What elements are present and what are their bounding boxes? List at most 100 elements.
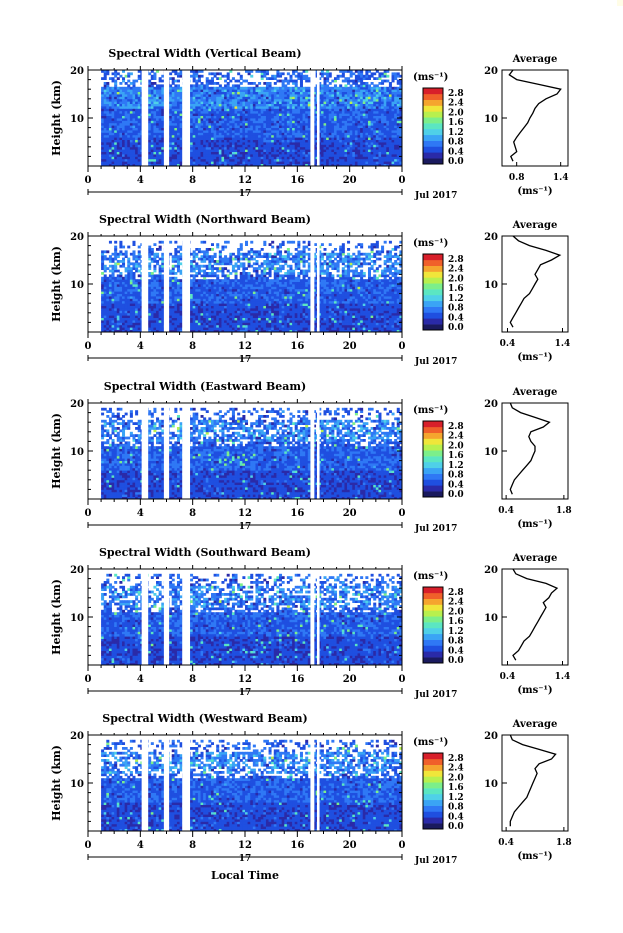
- heatmap-cell: [342, 113, 345, 116]
- heatmap-cell: [339, 106, 342, 109]
- heatmap-cell: [355, 94, 358, 97]
- heatmap-cell: [101, 113, 104, 116]
- heatmap-cell: [106, 161, 109, 164]
- heatmap-cell: [153, 140, 156, 143]
- heatmap-cell: [269, 104, 272, 107]
- heatmap-cell: [305, 327, 308, 330]
- heatmap-cell: [229, 322, 232, 325]
- heatmap-cell: [114, 318, 117, 321]
- heatmap-cell: [360, 92, 363, 95]
- heatmap-cell: [250, 142, 253, 145]
- heatmap-cell: [172, 130, 175, 133]
- heatmap-cell: [363, 135, 366, 138]
- heatmap-cell: [237, 318, 240, 321]
- x-tick-label: 12: [238, 175, 252, 186]
- heatmap-cell: [269, 125, 272, 128]
- heatmap-cell: [305, 318, 308, 321]
- heatmap-cell: [287, 154, 290, 157]
- heatmap-cell: [203, 118, 206, 121]
- heatmap-cell: [161, 113, 164, 116]
- heatmap-cell: [240, 135, 243, 138]
- heatmap-cell: [287, 118, 290, 121]
- heatmap-cell: [355, 108, 358, 111]
- heatmap-cell: [235, 89, 238, 92]
- heatmap-cell: [376, 123, 379, 126]
- heatmap-cell: [208, 137, 211, 140]
- heatmap-cell: [324, 77, 327, 80]
- heatmap-cell: [156, 84, 159, 87]
- heatmap-cell: [339, 118, 342, 121]
- heatmap-cell: [242, 147, 245, 150]
- heatmap-cell: [334, 80, 337, 83]
- heatmap-cell: [214, 327, 217, 330]
- heatmap-cell: [109, 130, 112, 133]
- heatmap-cell: [297, 108, 300, 111]
- heatmap-cell: [329, 75, 332, 78]
- heatmap-cell: [324, 147, 327, 150]
- heatmap-cell: [214, 318, 217, 321]
- heatmap-cell: [347, 149, 350, 152]
- heatmap-cell: [271, 137, 274, 140]
- heatmap-cell: [266, 123, 269, 126]
- heatmap-cell: [321, 137, 324, 140]
- heatmap-cell: [394, 161, 397, 164]
- heatmap-cell: [206, 135, 209, 138]
- heatmap-cell: [271, 318, 274, 321]
- heatmap-cell: [255, 132, 258, 135]
- heatmap-cell: [214, 130, 217, 133]
- heatmap-cell: [397, 75, 400, 78]
- heatmap-cell: [203, 142, 206, 145]
- heatmap-cell: [119, 104, 122, 107]
- heatmap-cell: [174, 161, 177, 164]
- heatmap-cell: [235, 137, 238, 140]
- heatmap-cell: [363, 125, 366, 128]
- heatmap-cell: [214, 140, 217, 143]
- heatmap-cell: [237, 104, 240, 107]
- heatmap-cell: [342, 128, 345, 131]
- heatmap-cell: [153, 318, 156, 321]
- heatmap-cell: [376, 152, 379, 155]
- heatmap-cell: [112, 92, 115, 95]
- heatmap-cell: [237, 130, 240, 133]
- heatmap-cell: [350, 106, 353, 109]
- heatmap-cell: [153, 325, 156, 328]
- heatmap-cell: [339, 99, 342, 102]
- heatmap-cell: [221, 89, 224, 92]
- heatmap-cell: [271, 144, 274, 147]
- heatmap-cell: [329, 125, 332, 128]
- heatmap-cell: [206, 125, 209, 128]
- heatmap-cell: [276, 104, 279, 107]
- heatmap-cell: [193, 89, 196, 92]
- heatmap-cell: [232, 147, 235, 150]
- heatmap-cell: [219, 159, 222, 162]
- heatmap-cell: [159, 77, 162, 80]
- heatmap-cell: [394, 144, 397, 147]
- heatmap-cell: [219, 161, 222, 164]
- heatmap-cell: [373, 147, 376, 150]
- heatmap-cell: [253, 125, 256, 128]
- heatmap-cell: [352, 135, 355, 138]
- heatmap-cell: [350, 84, 353, 87]
- heatmap-cell: [138, 156, 141, 159]
- heatmap-cell: [122, 137, 125, 140]
- heatmap-cell: [106, 84, 109, 87]
- panel-2: Spectral Width (Northward Beam)2010Heigh…: [50, 213, 570, 367]
- heatmap-cell: [248, 123, 251, 126]
- heatmap-cell: [174, 320, 177, 323]
- heatmap-cell: [360, 130, 363, 133]
- heatmap-cell: [284, 101, 287, 104]
- heatmap-cell: [177, 111, 180, 114]
- heatmap-cell: [363, 111, 366, 114]
- heatmap-cell: [347, 80, 350, 83]
- heatmap-cell: [292, 125, 295, 128]
- heatmap-cell: [117, 92, 120, 95]
- heatmap-cell: [219, 96, 222, 99]
- heatmap-cell: [130, 125, 133, 128]
- heatmap-cell: [248, 132, 251, 135]
- heatmap-cell: [276, 116, 279, 119]
- heatmap-cell: [122, 111, 125, 114]
- heatmap-cell: [109, 89, 112, 92]
- heatmap-cell: [258, 120, 261, 123]
- heatmap-cell: [219, 120, 222, 123]
- heatmap-cell: [156, 111, 159, 114]
